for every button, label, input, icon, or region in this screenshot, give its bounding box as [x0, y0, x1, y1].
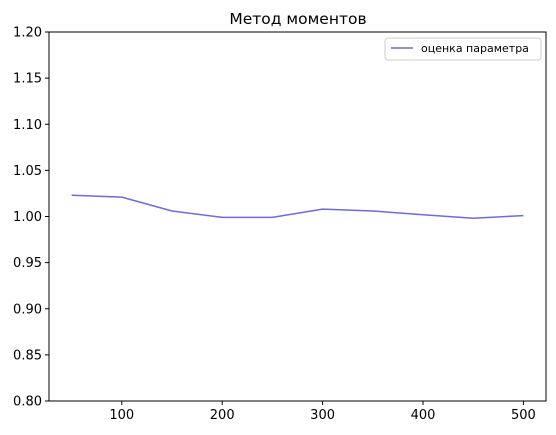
data-point	[321, 208, 324, 211]
data-point	[472, 217, 475, 220]
series-line	[71, 194, 524, 220]
x-tick-label: 200	[210, 408, 235, 423]
data-point	[221, 216, 224, 219]
data-point	[70, 194, 73, 197]
data-point	[422, 213, 425, 216]
y-tick-label: 1.20	[13, 26, 42, 41]
x-tick-label: 500	[511, 408, 536, 423]
x-tick-label: 300	[310, 408, 335, 423]
y-tick-label: 1.05	[13, 164, 42, 179]
data-point	[271, 216, 274, 219]
legend-box	[384, 37, 542, 61]
legend-label: оценка параметра	[421, 42, 529, 55]
y-tick-label: 0.80	[13, 395, 42, 410]
legend: оценка параметра	[384, 37, 542, 61]
series-layer	[70, 194, 525, 220]
data-point	[120, 196, 123, 199]
x-tick-label: 100	[109, 408, 134, 423]
y-tick-label: 1.00	[13, 210, 42, 225]
y-tick-label: 1.10	[13, 118, 42, 133]
plot-area	[48, 31, 547, 402]
y-tick-label: 1.15	[13, 72, 42, 87]
y-tick-label: 0.90	[13, 302, 42, 317]
y-axis: 0.80 0.85 0.90 0.95 1.00 1.05 1.10 1.15 1.20	[13, 26, 49, 410]
y-tick-label: 0.85	[13, 348, 42, 363]
chart-title: Метод моментов	[229, 10, 366, 28]
data-point	[371, 209, 374, 212]
data-point	[170, 209, 173, 212]
y-tick-label: 0.95	[13, 256, 42, 271]
x-tick-label: 400	[411, 408, 436, 423]
x-axis: 100 200 300 400 500	[109, 401, 536, 423]
data-point	[522, 214, 525, 217]
